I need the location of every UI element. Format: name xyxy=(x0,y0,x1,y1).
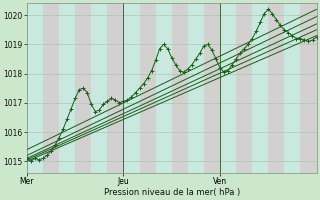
Bar xyxy=(236,3,252,173)
Bar xyxy=(204,3,220,173)
Bar xyxy=(268,3,284,173)
X-axis label: Pression niveau de la mer( hPa ): Pression niveau de la mer( hPa ) xyxy=(104,188,240,197)
Bar xyxy=(43,3,59,173)
Bar xyxy=(300,3,316,173)
Bar xyxy=(172,3,188,173)
Bar xyxy=(107,3,124,173)
Bar xyxy=(140,3,156,173)
Bar xyxy=(75,3,91,173)
